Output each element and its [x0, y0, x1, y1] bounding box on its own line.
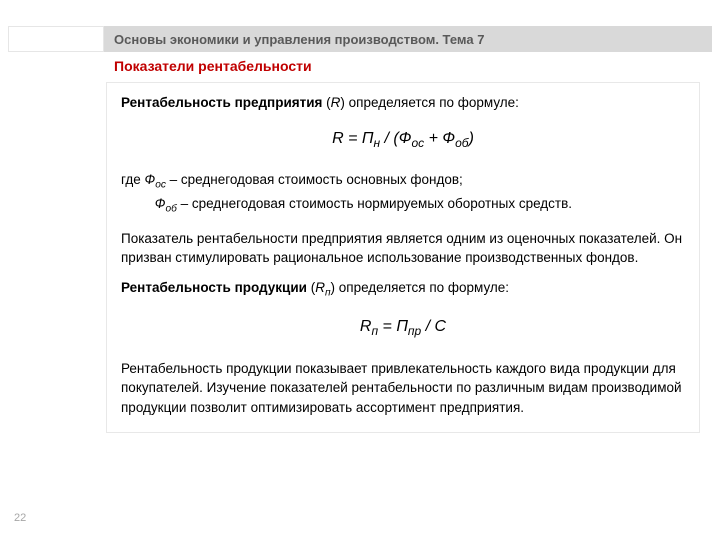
- term-enterprise: Рентабельность предприятия: [121, 95, 322, 110]
- formula-2: Rп = Ппр / С: [121, 315, 685, 341]
- text: (: [322, 95, 330, 110]
- where-sub: ос: [155, 180, 166, 191]
- formula-text: / С: [421, 318, 446, 335]
- text: ) определяется по формуле:: [331, 280, 510, 295]
- var-Rp: R: [315, 280, 325, 295]
- header-logo-box: [8, 26, 104, 52]
- formula-text: / (Ф: [380, 130, 411, 147]
- where-sym: Ф: [155, 196, 166, 211]
- where-sym: Ф: [144, 172, 155, 187]
- formula-sub: об: [455, 136, 468, 150]
- formula-sub: пр: [408, 325, 421, 339]
- formula-text: R: [360, 318, 372, 335]
- where-sub: об: [166, 203, 177, 214]
- where-block: где Фос – среднегодовая стоимость основн…: [121, 170, 685, 217]
- course-title: Основы экономики и управления производст…: [114, 26, 484, 52]
- para-product-def: Рентабельность продукции (Rп) определяет…: [121, 278, 685, 301]
- page-number: 22: [14, 512, 26, 524]
- where-text: – среднегодовая стоимость нормируемых об…: [177, 196, 572, 211]
- para-enterprise-def: Рентабельность предприятия (R) определяе…: [121, 93, 685, 113]
- formula-text: R = П: [332, 130, 373, 147]
- formula-text: ): [469, 130, 474, 147]
- formula-sub: ос: [411, 136, 424, 150]
- term-product: Рентабельность продукции: [121, 280, 307, 295]
- formula-text: = П: [378, 318, 408, 335]
- formula-1: R = Пн / (Фос + Фоб): [121, 127, 685, 153]
- para-enterprise-desc: Показатель рентабельности предприятия яв…: [121, 229, 685, 268]
- where-line-2: Фоб – среднегодовая стоимость нормируемы…: [121, 194, 685, 217]
- var-R: R: [331, 95, 341, 110]
- body-frame: Рентабельность предприятия (R) определяе…: [106, 82, 700, 433]
- para-product-desc: Рентабельность продукции показывает прив…: [121, 359, 685, 418]
- text: (: [307, 280, 315, 295]
- slide-subtitle: Показатели рентабельности: [114, 58, 312, 74]
- text: ) определяется по формуле:: [340, 95, 519, 110]
- where-line-1: где Фос – среднегодовая стоимость основн…: [121, 170, 685, 193]
- slide: Основы экономики и управления производст…: [0, 0, 720, 540]
- where-label: где: [121, 172, 144, 187]
- where-pad: [121, 196, 155, 211]
- where-text: – среднегодовая стоимость основных фондо…: [166, 172, 463, 187]
- formula-text: + Ф: [424, 130, 455, 147]
